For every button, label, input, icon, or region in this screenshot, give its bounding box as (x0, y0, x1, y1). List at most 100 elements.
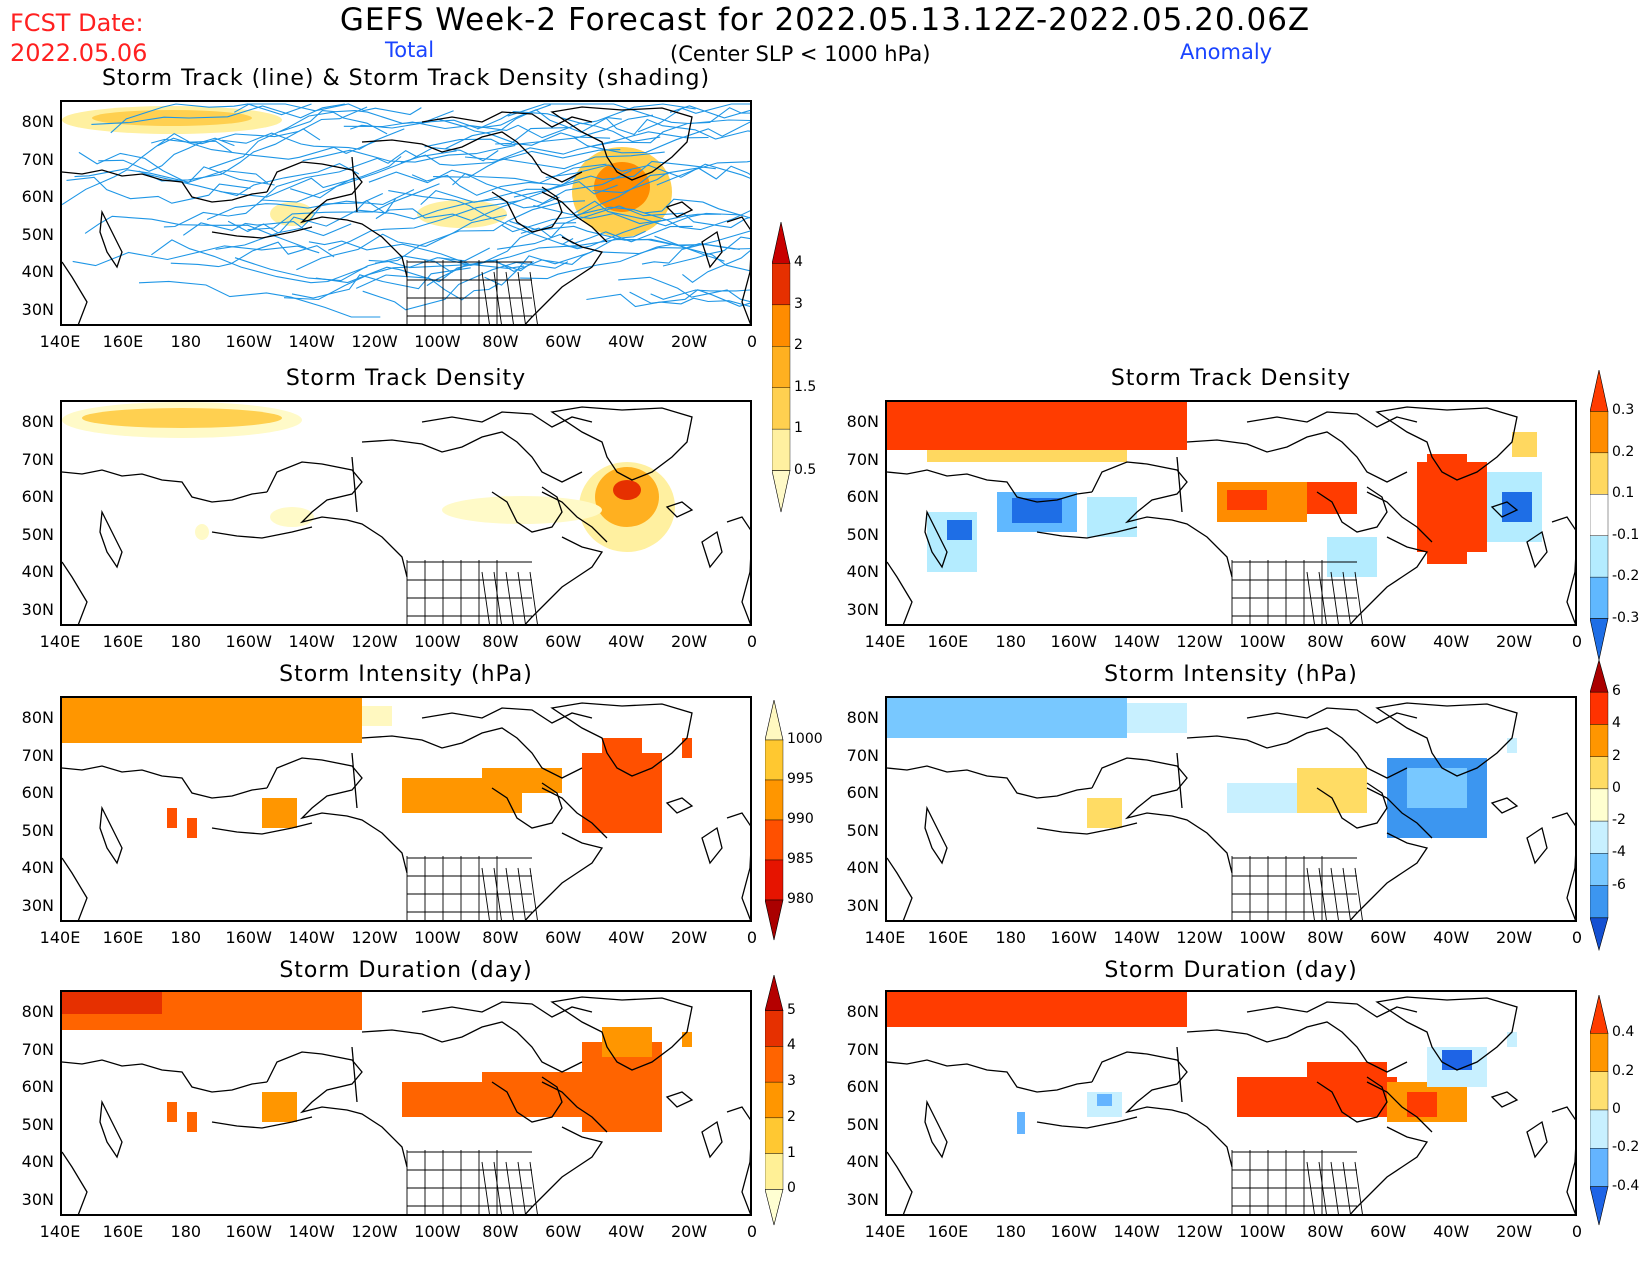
colorbar-swatch (764, 819, 784, 861)
colorbar-label: 980 (787, 891, 814, 907)
lon-label: 100W (1239, 632, 1286, 651)
lon-label: 20W (1495, 1222, 1533, 1241)
coastline-lines (887, 702, 1575, 920)
lon-label: 160E (102, 1222, 144, 1241)
colorbar-label: 0.2 (1612, 1062, 1635, 1079)
lon-label: 40W (608, 928, 645, 947)
lat-label: 30N (846, 1189, 879, 1209)
fcst-date-value: 2022.05.06 (10, 39, 148, 67)
lat-label: 80N (21, 112, 54, 131)
lat-label: 60N (21, 187, 54, 206)
lon-label: 120W (351, 632, 398, 651)
panel-title-duration-anom: Storm Duration (day) (1104, 958, 1358, 983)
lon-label: 0 (746, 928, 758, 947)
lon-label: 140W (288, 632, 335, 651)
lon-label: 100W (1239, 928, 1286, 947)
lon-label: 160W (225, 332, 272, 351)
density-shading (62, 106, 672, 237)
lon-label: 180 (170, 332, 202, 351)
colorbar-swatch (1589, 1148, 1609, 1187)
lon-label: 40W (608, 332, 645, 351)
lat-label: 40N (21, 262, 54, 281)
lon-label: 160W (225, 928, 272, 947)
lat-label: 30N (21, 299, 54, 319)
colorbar-swatch (771, 263, 791, 306)
lon-label: 40W (1433, 1222, 1470, 1241)
lat-label: 50N (21, 224, 54, 244)
lat-label: 60N (21, 1077, 54, 1096)
lat-label: 30N (21, 599, 54, 619)
lon-label: 160E (927, 1222, 969, 1241)
lon-label: 140W (288, 332, 335, 351)
lon-label: 80W (1307, 632, 1344, 651)
colorbar-cap-bottom (764, 1188, 784, 1226)
colorbar-label: 4 (787, 1037, 796, 1054)
lat-label: 30N (21, 1189, 54, 1209)
colorbar-label: 0.1 (1612, 485, 1635, 502)
coastline-lines (62, 996, 750, 1214)
colorbar-duration-anom (1589, 994, 1650, 1231)
colorbar-intensity-total (764, 699, 835, 946)
lon-label: 20W (1495, 632, 1533, 651)
lon-label: 160E (927, 928, 969, 947)
lat-label: 70N (21, 1039, 54, 1059)
map-intensity-anom (885, 696, 1577, 922)
panel-title-density-total: Storm Track Density (285, 366, 527, 391)
lon-label: 100W (414, 332, 461, 351)
lon-label: 80W (1307, 1222, 1344, 1241)
lon-label: 0 (746, 1222, 758, 1241)
lon-label: 0 (746, 632, 758, 651)
lon-label: 180 (995, 928, 1027, 947)
colorbar-swatch (764, 1010, 784, 1047)
lat-label: 80N (846, 1002, 879, 1021)
colorbar-swatch (764, 1046, 784, 1083)
coastline-lines (62, 702, 750, 920)
colorbar-label: -0.2 (1612, 568, 1640, 585)
state-borders (406, 1150, 538, 1214)
anomaly-column-label: Anomaly (1180, 40, 1273, 64)
lat-label: 70N (846, 449, 879, 469)
intensity-shading (62, 698, 692, 838)
lat-label: 40N (846, 562, 879, 581)
coastline-lines (62, 106, 750, 324)
colorbar-cap-bottom (1589, 917, 1609, 952)
colorbar-label: -0.2 (1612, 1139, 1640, 1156)
density-shading (62, 402, 675, 552)
colorbar-swatch (764, 1117, 784, 1154)
lon-label: 60W (545, 1222, 582, 1241)
lat-label: 80N (21, 708, 54, 727)
colorbar-label: 2 (787, 1108, 796, 1125)
colorbar-cap-bottom (771, 470, 791, 513)
state-borders (1231, 1150, 1363, 1214)
colorbar-label: 0 (1612, 1101, 1621, 1117)
colorbar-label: 4 (794, 254, 803, 271)
colorbar-label: 0.5 (794, 461, 817, 478)
coastline-lines (887, 996, 1575, 1214)
colorbar-swatch (1589, 452, 1609, 495)
colorbar-swatch (1589, 756, 1609, 790)
colorbar-cap-top (1589, 658, 1609, 693)
lat-label: 80N (846, 412, 879, 431)
state-borders (1231, 560, 1363, 624)
colorbar-cap-top (764, 699, 784, 741)
panel-title-track-total: Storm Track (line) & Storm Track Density… (101, 66, 711, 91)
lat-label: 60N (846, 783, 879, 802)
panel-title-intensity-anom: Storm Intensity (hPa) (1104, 662, 1358, 687)
colorbar-label: 2 (794, 337, 803, 354)
colorbar-label: 4 (1612, 715, 1621, 732)
colorbar-cap-top (771, 221, 791, 264)
lat-label: 70N (21, 449, 54, 469)
colorbar-swatch (764, 859, 784, 901)
colorbar-label: 0 (1612, 779, 1621, 796)
lon-label: 120W (351, 1222, 398, 1241)
colorbar-swatch (1589, 788, 1609, 822)
colorbar-cap-bottom (1589, 1186, 1609, 1226)
lon-label: 160W (225, 632, 272, 651)
lon-label: 140E (864, 928, 906, 947)
colorbar-label: 3 (794, 295, 803, 312)
lon-label: 60W (1370, 1222, 1407, 1241)
lon-label: 180 (170, 632, 202, 651)
lon-label: 160E (102, 632, 144, 651)
lat-label: 30N (21, 895, 54, 915)
lon-label: 140E (39, 332, 81, 351)
